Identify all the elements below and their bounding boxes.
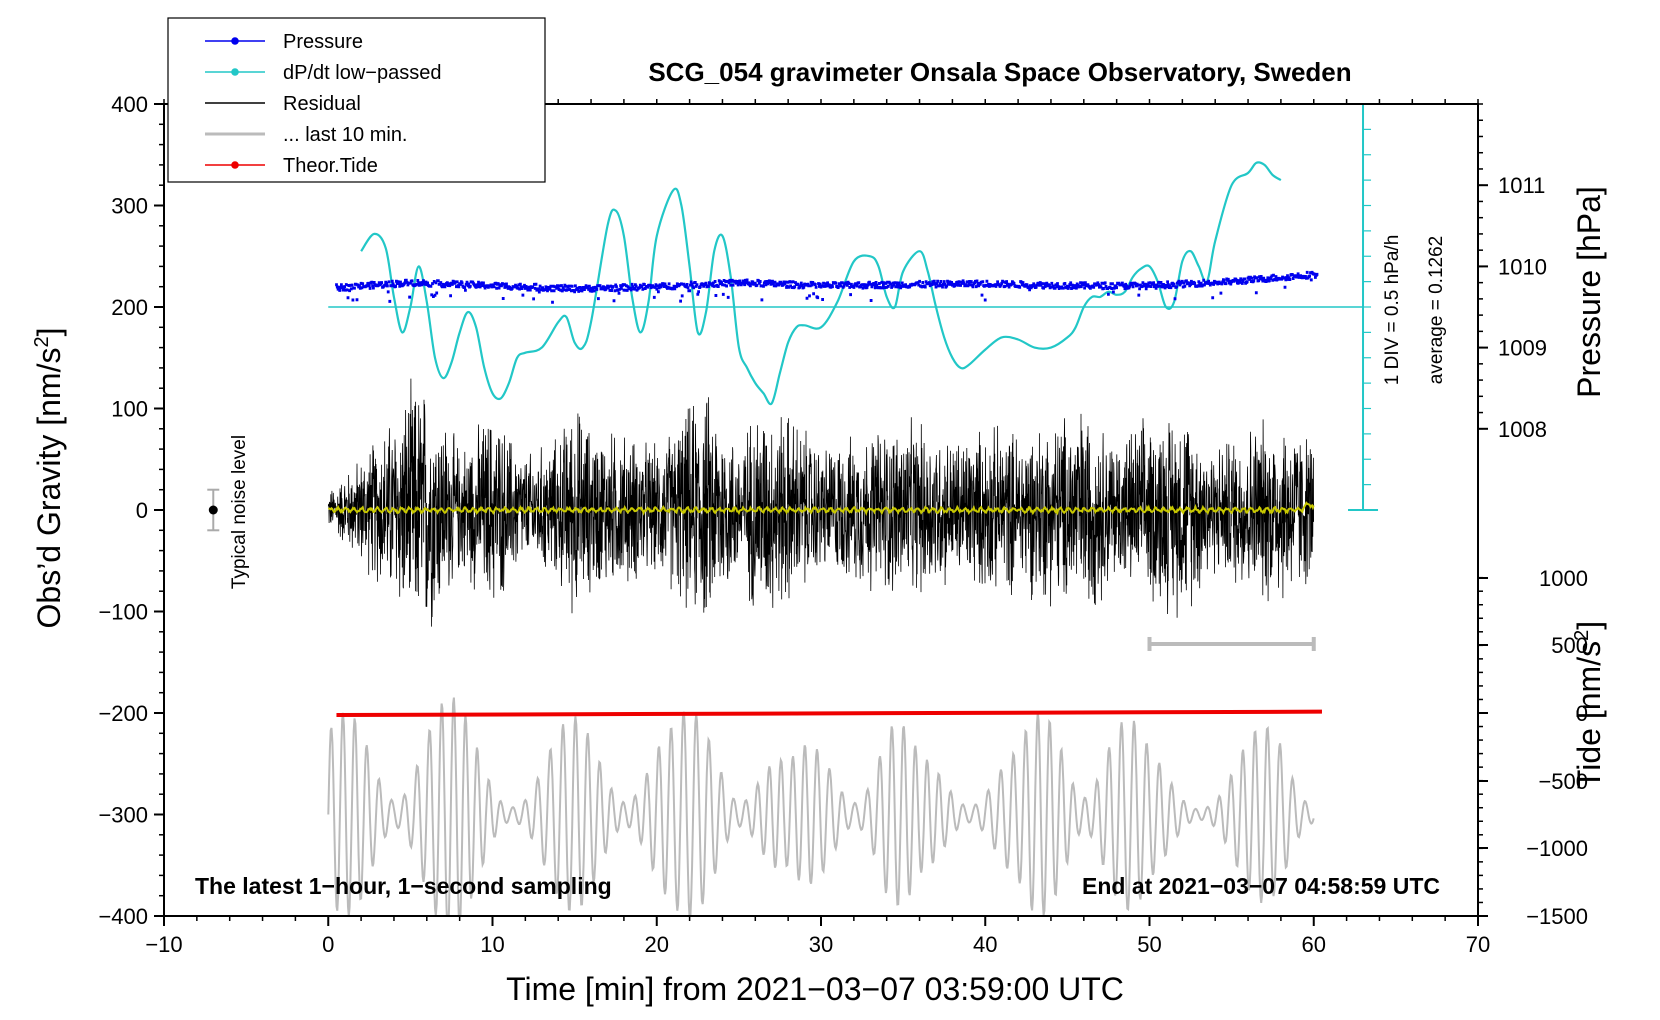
x-axis-title: Time [min] from 2021−03−07 03:59:00 UTC (506, 971, 1124, 1007)
pressure-tick-label: 1010 (1498, 254, 1547, 279)
legend-marker (231, 37, 239, 45)
noise-level-label: Typical noise level (229, 435, 250, 589)
chart-title: SCG_054 gravimeter Onsala Space Observat… (648, 57, 1351, 87)
footer-right: End at 2021−03−07 04:58:59 UTC (1082, 873, 1440, 899)
dpdt-line (360, 161, 1282, 406)
x-tick-label: 30 (809, 932, 833, 957)
legend: Pressure dP/dt low−passed Residual ... last… (167, 17, 546, 183)
legend-marker (231, 68, 239, 76)
y-tick-label: −200 (98, 701, 148, 726)
x-axis: −10 0 10 20 30 40 50 60 70 (145, 99, 1490, 957)
y-tick-label: −300 (98, 803, 148, 828)
x-tick-label: −10 (145, 932, 182, 957)
residual-series (327, 378, 1314, 627)
annotations (207, 488, 1316, 651)
legend-label: Pressure (283, 31, 363, 53)
pressure-tick-label: 1009 (1498, 336, 1547, 361)
x-tick-label: 0 (322, 932, 334, 957)
legend-box (167, 17, 546, 183)
residual-smoothed-series (327, 501, 1315, 516)
y-tick-label: 400 (111, 92, 148, 117)
tide-tick-label: 500 (1551, 633, 1588, 658)
pressure-points (335, 270, 1319, 304)
legend-label: dP/dt low−passed (283, 62, 441, 84)
y-axis-left: 400 300 200 100 0 −100 −200 −300 −400 (98, 92, 164, 929)
y-tick-label: 100 (111, 397, 148, 422)
tide-tick-label: −500 (1538, 769, 1588, 794)
y-axis-left-title: Obs’d Gravity [nm/s2] (31, 328, 67, 629)
legend-label: ... last 10 min. (283, 124, 408, 146)
pressure-axis: 1011 1010 1009 1008 (1478, 103, 1547, 442)
residual-line (327, 378, 1314, 627)
noise-point (208, 505, 218, 515)
x-tick-label: 50 (1137, 932, 1161, 957)
y-tick-label: −400 (98, 904, 148, 929)
x-tick-label: 60 (1302, 932, 1326, 957)
tide-tick-label: −1500 (1526, 904, 1588, 929)
y-tick-label: 0 (136, 498, 148, 523)
tide-tick-label: −1000 (1526, 836, 1588, 861)
theoretical-tide-series (336, 709, 1322, 718)
pressure-series (335, 270, 1319, 304)
dpdt-series (328, 161, 1364, 406)
y-tick-label: −100 (98, 600, 148, 625)
tide-axis-title: Tide [nm/s2] (1571, 621, 1607, 789)
pressure-axis-title: Pressure [hPa] (1571, 186, 1607, 398)
x-tick-label: 10 (480, 932, 504, 957)
x-tick-label: 40 (973, 932, 997, 957)
pressure-tick-label: 1008 (1498, 417, 1547, 442)
tide-tick-label: 0 (1576, 701, 1588, 726)
tide-tick-label: 1000 (1539, 566, 1588, 591)
last-10-min-line (327, 697, 1315, 916)
y-tick-label: 300 (111, 194, 148, 219)
theoretical-tide-line (336, 709, 1322, 718)
y-tick-label: 200 (111, 295, 148, 320)
legend-marker (231, 161, 239, 169)
x-tick-label: 70 (1466, 932, 1490, 957)
footer-left: The latest 1−hour, 1−second sampling (195, 873, 612, 899)
legend-label: Residual (283, 93, 361, 115)
legend-label: Theor.Tide (283, 155, 378, 177)
x-tick-label: 20 (645, 932, 669, 957)
pressure-tick-label: 1011 (1498, 173, 1545, 198)
dpdt-average-label: average = 0.1262 (1426, 236, 1447, 384)
last-10-min-series (327, 697, 1315, 916)
tide-axis: 1000 500 0 −500 −1000 −1500 (1478, 566, 1588, 929)
residual-smoothed-line (327, 501, 1315, 516)
dpdt-div-label: 1 DIV = 0.5 hPa/h (1382, 235, 1403, 386)
